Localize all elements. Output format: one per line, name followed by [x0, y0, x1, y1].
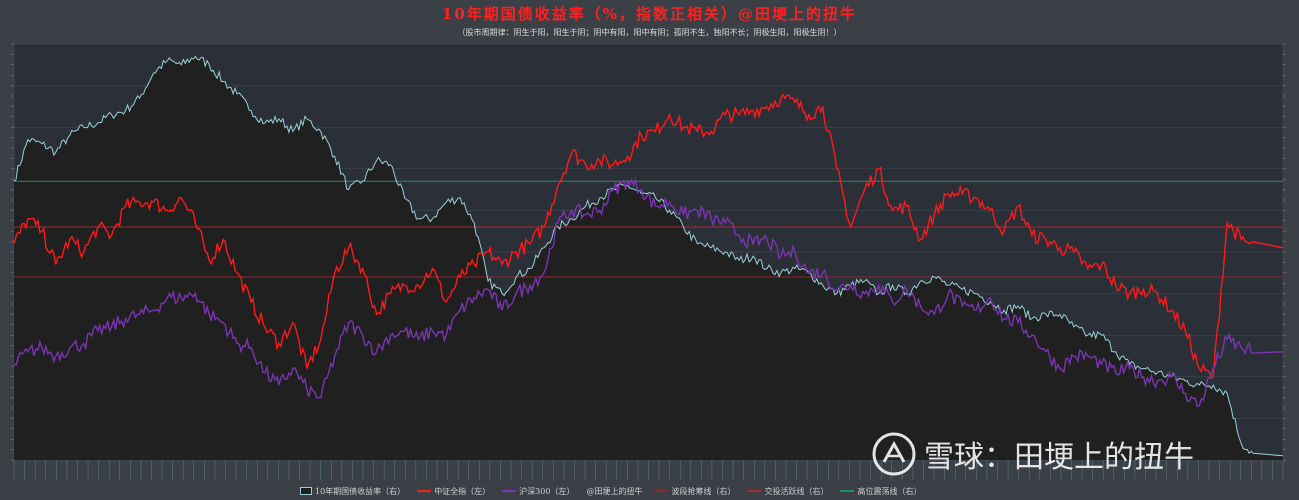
legend-item: 高位震荡线（右）: [840, 486, 921, 497]
legend-label: 中证全指（左）: [434, 486, 491, 496]
legend-item: 交投活跃线（右）: [747, 486, 828, 497]
legend-swatch: [654, 490, 669, 492]
watermark-text: 雪球：田埂上的扭牛: [924, 440, 1194, 475]
legend-swatch: [502, 490, 517, 492]
legend-swatch: [417, 490, 432, 492]
legend-label: 波段抢筹线（右）: [671, 486, 736, 496]
legend-item: 10年期国债收益率（右）: [300, 486, 405, 497]
watermark: 雪球：田埂上的扭牛: [872, 432, 1194, 476]
legend-item: 沪深300（左）: [502, 486, 574, 497]
legend-label: 沪深300（左）: [519, 486, 575, 496]
legend-swatch: [747, 490, 762, 492]
legend-swatch: [300, 487, 312, 495]
snowball-logo-icon: [872, 432, 916, 476]
legend-label: 高位震荡线（右）: [857, 486, 922, 496]
chart-title: 10年期国债收益率（%，指数正相关）@田埂上的扭牛: [441, 5, 858, 23]
csi-all-line: [13, 93, 1284, 380]
csi300-line: [13, 177, 1284, 408]
legend-swatch: [840, 490, 855, 492]
bond-yield-area: [14, 56, 1283, 460]
bond-yield-line: [13, 55, 1284, 457]
chart-subtitle: （股市周期律：阴生于阳，阳生于阴；阴中有阳，阳中有阴；孤阴不生，独阳不长；阴极生…: [457, 28, 842, 37]
legend-label: 10年期国债收益率（右）: [315, 486, 406, 496]
legend-item: 中证全指（左）: [417, 486, 490, 497]
threshold-lines: [14, 180, 1283, 278]
bond-yield-area-layer: [14, 56, 1283, 460]
axis-ticks: [11, 43, 1286, 480]
legend-item: 波段抢筹线（右）: [654, 486, 735, 497]
chart-legend: 10年期国债收益率（右） 中证全指（左） 沪深300（左） @田埂上的扭牛 波段抢筹线（…: [300, 485, 1020, 497]
legend-label: @田埂上的扭牛: [586, 486, 643, 496]
index-lines: [13, 55, 1284, 457]
legend-label: 交投活跃线（右）: [764, 486, 829, 496]
legend-item: @田埂上的扭牛: [586, 486, 642, 497]
